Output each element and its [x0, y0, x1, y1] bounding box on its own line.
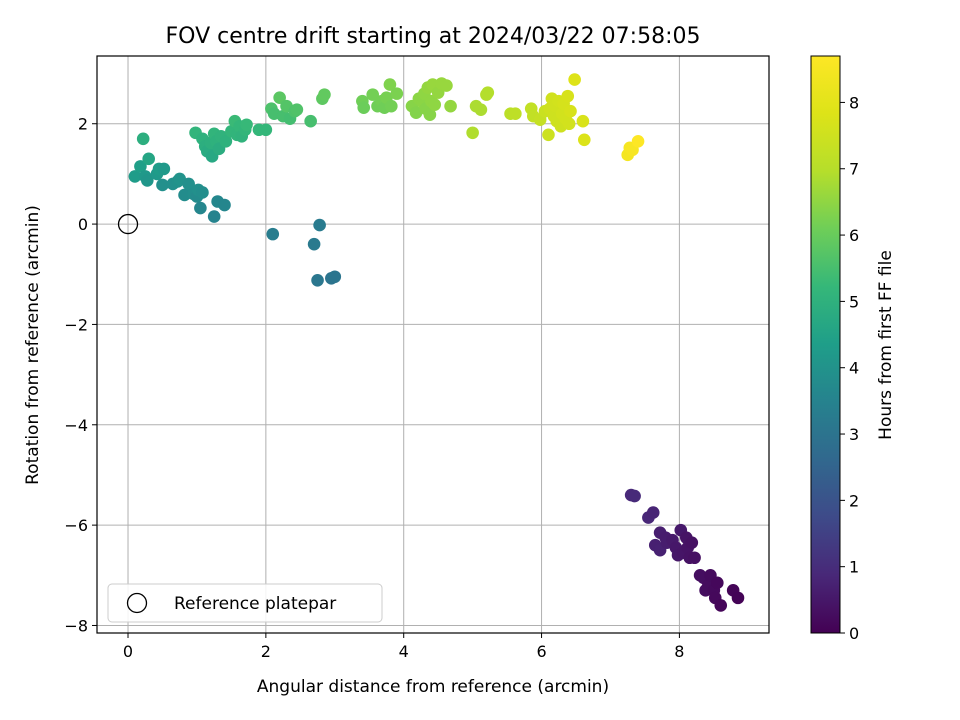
- colorbar-tick-label: 4: [849, 359, 859, 378]
- data-point: [688, 551, 701, 565]
- x-tick-label: 4: [399, 642, 409, 661]
- data-point: [577, 133, 591, 147]
- data-point: [440, 79, 453, 92]
- data-point: [259, 123, 273, 137]
- colorbar: [810, 55, 841, 634]
- data-point: [466, 126, 479, 140]
- data-point: [731, 591, 745, 605]
- data-point: [307, 237, 321, 251]
- colorbar-tick-label: 2: [849, 491, 859, 510]
- data-point: [509, 107, 522, 120]
- data-point: [240, 118, 253, 132]
- colorbar-tick-label: 6: [849, 226, 859, 245]
- y-tick-label: −8: [64, 616, 88, 635]
- data-point: [318, 88, 331, 101]
- colorbar-tick-label: 8: [849, 93, 859, 112]
- colorbar-ticks: 0 1 2 3 4 5 6 7 8: [840, 93, 859, 643]
- colorbar-tick-label: 3: [849, 425, 859, 444]
- data-point: [383, 78, 397, 91]
- data-point: [568, 73, 581, 86]
- y-tick-label: 0: [78, 215, 88, 234]
- data-point: [357, 101, 371, 114]
- data-points: [128, 73, 745, 612]
- legend-entry: Reference platepar: [174, 594, 336, 614]
- x-tick-label: 2: [261, 642, 271, 661]
- colorbar-tick-label: 7: [849, 160, 859, 179]
- data-point: [157, 162, 171, 176]
- data-point: [194, 201, 207, 215]
- data-point: [313, 218, 326, 232]
- data-point: [685, 536, 699, 549]
- data-point: [273, 91, 286, 104]
- data-point: [266, 227, 280, 241]
- data-point: [219, 134, 233, 148]
- data-point: [423, 108, 437, 122]
- data-point: [474, 103, 488, 116]
- legend-marker: [126, 592, 148, 614]
- data-point: [141, 174, 154, 187]
- data-point: [409, 106, 423, 119]
- data-point: [128, 170, 142, 183]
- data-point: [142, 152, 155, 166]
- chart-title: FOV centre drift starting at 2024/03/22 …: [166, 24, 701, 49]
- y-axis-label: Rotation from reference (arcmin): [23, 205, 43, 485]
- data-point: [311, 273, 324, 287]
- data-point: [444, 99, 457, 113]
- data-point: [631, 134, 645, 148]
- reference-platepar-point: [117, 213, 139, 235]
- y-tick-label: 2: [78, 115, 88, 134]
- data-point: [576, 114, 590, 128]
- grid-lines: [97, 56, 769, 633]
- plot-frame: [96, 55, 770, 634]
- x-tick-label: 8: [674, 642, 684, 661]
- data-point: [136, 132, 150, 146]
- data-point: [542, 128, 555, 142]
- data-point: [156, 178, 169, 192]
- colorbar-tick-label: 0: [849, 624, 859, 643]
- data-point: [390, 87, 404, 100]
- legend-box: [107, 583, 383, 623]
- data-point: [218, 198, 231, 212]
- y-tick-label: −6: [64, 516, 88, 535]
- x-tick-label: 6: [536, 642, 546, 661]
- colorbar-tick-label: 1: [849, 558, 859, 577]
- data-point: [564, 104, 577, 118]
- data-point: [711, 576, 724, 590]
- legend: Reference platepar: [107, 583, 383, 623]
- y-tick-label: −2: [64, 315, 88, 334]
- colorbar-label: Hours from first FF file: [876, 250, 896, 440]
- data-point: [304, 114, 317, 128]
- data-point: [428, 98, 442, 111]
- data-point: [562, 117, 576, 131]
- data-point: [561, 89, 575, 103]
- data-point: [714, 599, 728, 612]
- y-tick-label: −4: [64, 416, 88, 435]
- data-point: [366, 88, 379, 101]
- data-point: [207, 210, 221, 223]
- data-point: [385, 99, 398, 113]
- data-point: [646, 506, 660, 519]
- data-point: [328, 270, 342, 284]
- data-point: [134, 160, 147, 173]
- x-axis-ticks: 0 2 4 6 8: [123, 633, 684, 661]
- x-tick-label: 0: [123, 642, 133, 661]
- y-axis-ticks: −8 −6 −4 −2 0 2: [64, 115, 97, 635]
- data-point: [628, 489, 641, 503]
- reference-marker: [117, 213, 139, 235]
- x-axis-label: Angular distance from reference (arcmin): [257, 677, 609, 697]
- colorbar-tick-label: 5: [849, 292, 859, 311]
- data-point: [481, 86, 495, 99]
- data-point: [290, 103, 304, 116]
- data-point: [196, 186, 209, 199]
- data-point: [182, 177, 195, 191]
